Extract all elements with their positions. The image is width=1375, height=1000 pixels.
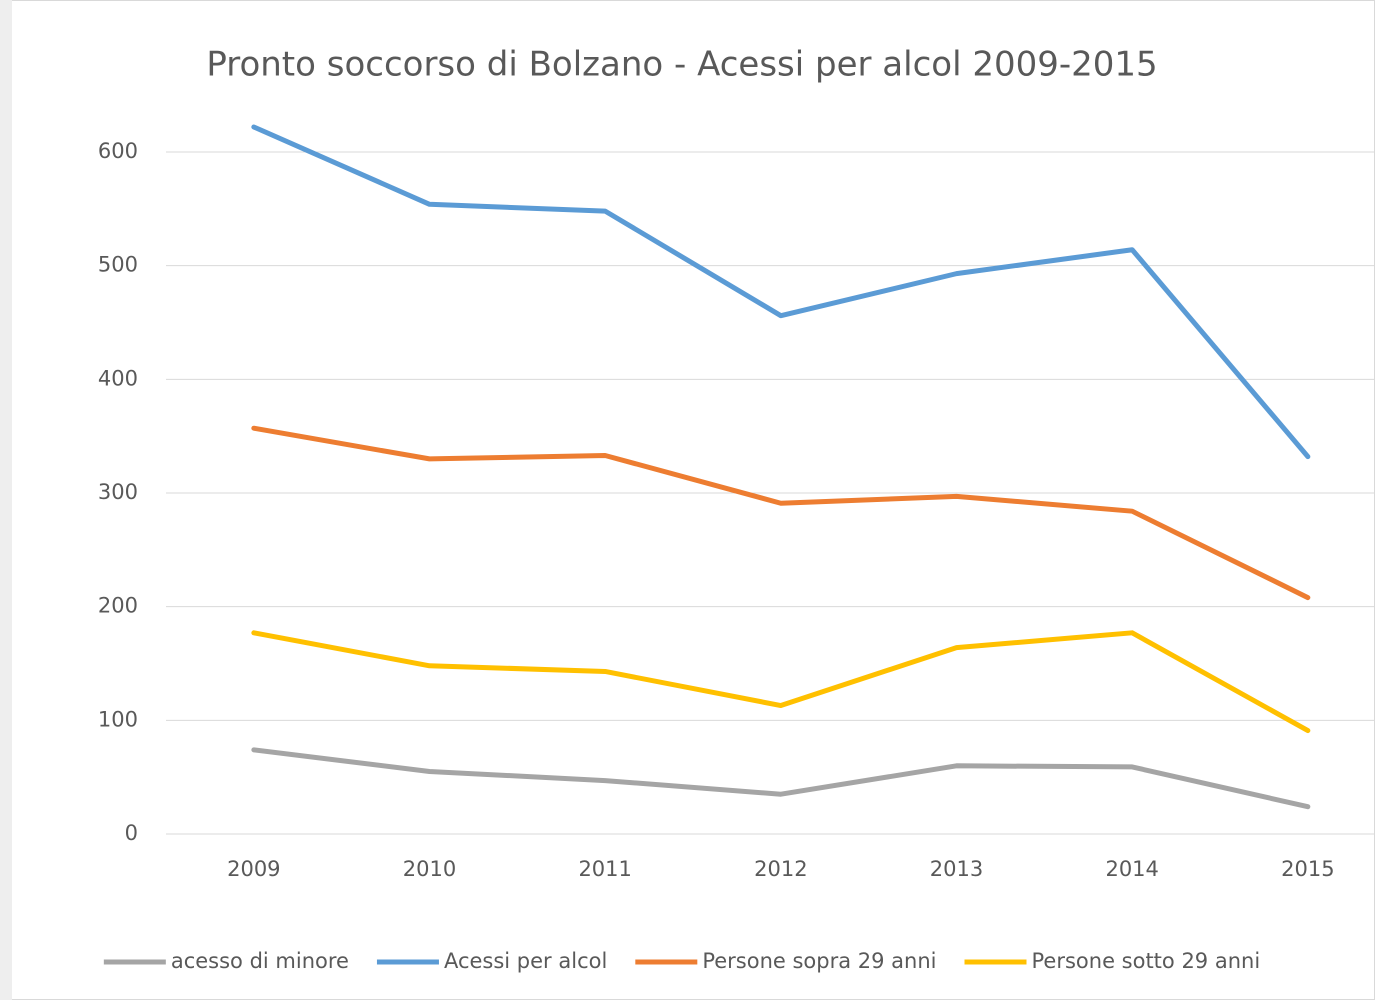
x-tick-label: 2013 [930,857,983,881]
side-strip [0,0,12,1000]
x-tick-label: 2012 [754,857,807,881]
y-tick-label: 500 [98,253,138,277]
y-tick-label: 300 [98,480,138,504]
legend-label: Persone sopra 29 anni [702,949,936,973]
x-tick-label: 2011 [578,857,631,881]
legend-label: Acessi per alcol [444,949,607,973]
chart-title: Pronto soccorso di Bolzano - Acessi per … [206,45,1157,85]
y-tick-label: 200 [98,594,138,618]
series-line [251,630,1311,734]
x-tick-label: 2014 [1105,857,1158,881]
y-tick-label: 0 [125,821,138,845]
x-tick-label: 2015 [1281,857,1334,881]
x-tick-label: 2009 [227,857,280,881]
series-line [251,425,1311,601]
y-tick-label: 400 [98,366,138,390]
legend-label: acesso di minore [171,949,349,973]
series-line [251,124,1311,460]
series-line [251,747,1311,810]
x-tick-label: 2010 [403,857,456,881]
y-tick-label: 100 [98,707,138,731]
y-tick-label: 600 [98,139,138,163]
legend-label: Persone sotto 29 anni [1032,949,1261,973]
